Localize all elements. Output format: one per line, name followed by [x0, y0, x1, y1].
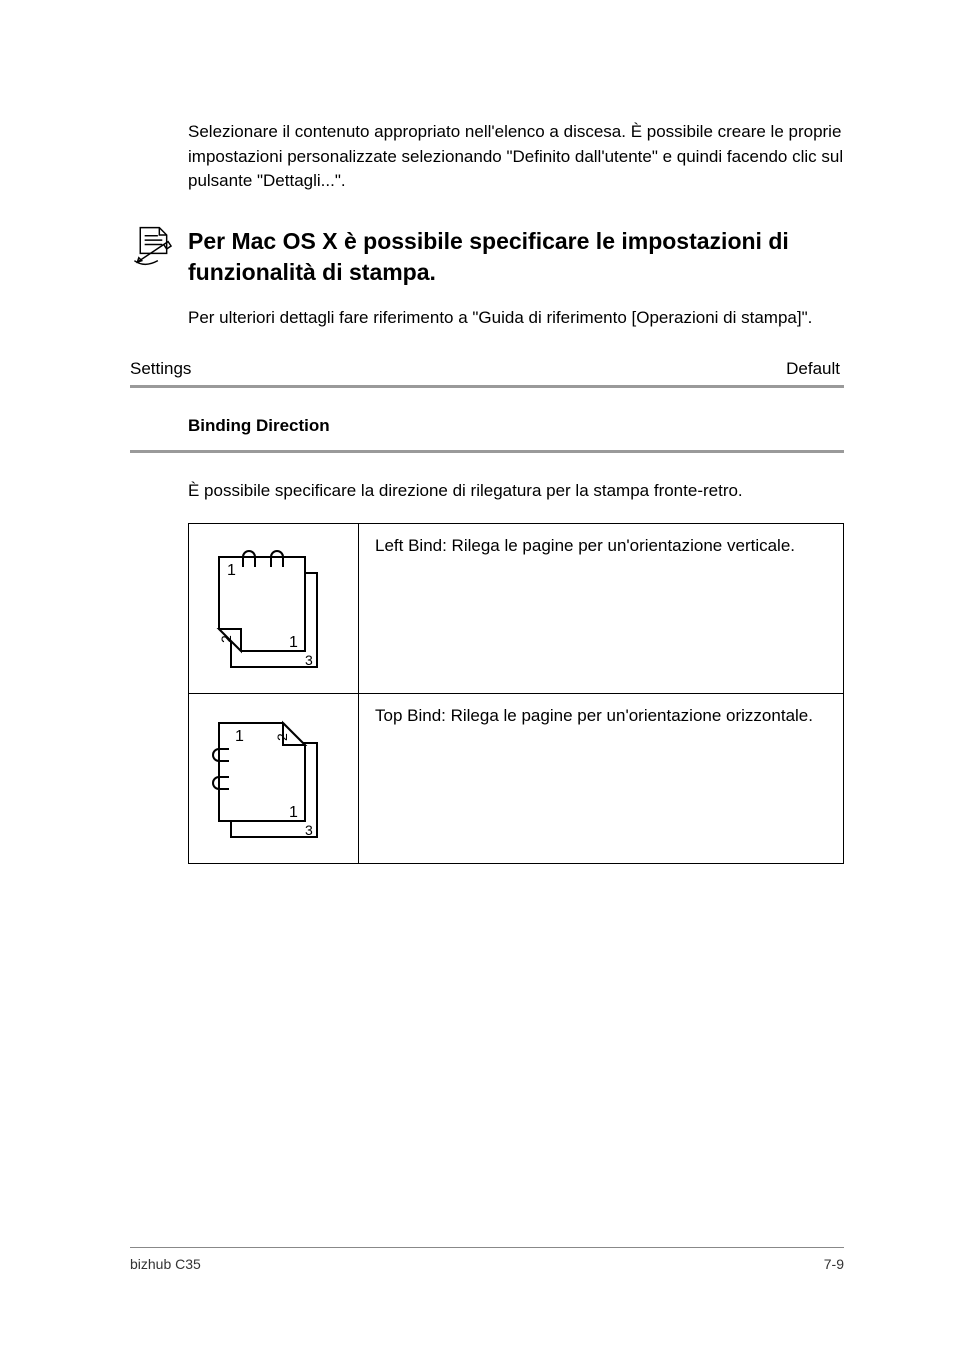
page-footer: bizhub C35 7-9 — [130, 1247, 844, 1272]
table-row: 2 1 1 3 Left Bind: Rilega — [189, 524, 844, 694]
divider — [130, 385, 844, 388]
copy-offset-number: 1 — [289, 634, 298, 651]
binding-desc-top-bind: Top Bind: Rilega le pagine per un'orient… — [359, 694, 844, 864]
section-title-binding-direction: Binding Direction — [188, 416, 844, 436]
copy-offset-number: 1 — [289, 804, 298, 821]
offset-number: 3 — [305, 652, 313, 668]
divider — [130, 450, 844, 453]
footer-left: bizhub C35 — [130, 1256, 201, 1272]
back-page-number: 2 — [274, 733, 290, 741]
settings-value: Default — [786, 359, 840, 379]
section-body: È possibile specificare la direzione di … — [188, 479, 844, 504]
offset-number: 3 — [305, 822, 313, 838]
binding-direction-table: 2 1 1 3 Left Bind: Rilega — [188, 523, 844, 864]
binding-desc-left-bind: Left Bind: Rilega le pagine per un'orien… — [359, 524, 844, 694]
binding-icon-left-bind: 2 1 1 3 — [189, 524, 359, 694]
footer-right: 7-9 — [824, 1256, 844, 1272]
table-row: 2 1 1 3 Top Bind: Rilega l — [189, 694, 844, 864]
front-page-number: 1 — [227, 562, 236, 579]
settings-label: Settings — [130, 359, 191, 379]
back-page-number: 2 — [218, 635, 234, 643]
note-body: Per ulteriori dettagli fare riferimento … — [188, 306, 844, 331]
intro-paragraph: Selezionare il contenuto appropriato nel… — [188, 120, 844, 194]
note-icon — [130, 224, 174, 268]
front-page-number: 1 — [235, 728, 244, 745]
binding-icon-top-bind: 2 1 1 3 — [189, 694, 359, 864]
note-heading: Per Mac OS X è possibile specificare le … — [188, 224, 844, 288]
